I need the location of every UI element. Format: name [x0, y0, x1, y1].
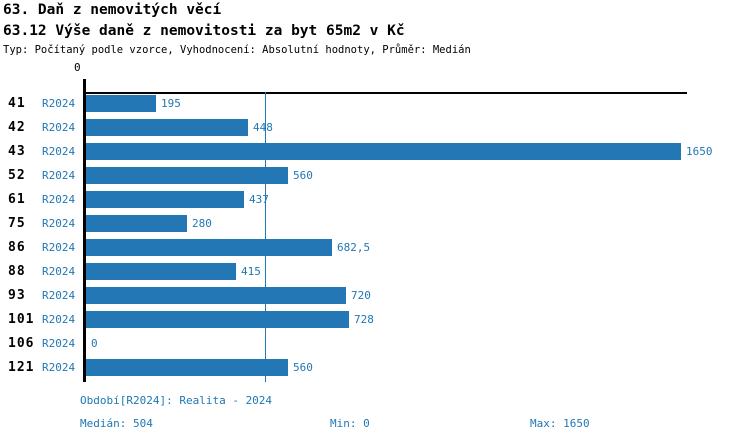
y-axis-line [83, 79, 86, 382]
chart-meta-line: Typ: Počítaný podle vzorce, Vyhodnocení:… [3, 44, 471, 56]
row-category-label: 52 [8, 168, 26, 183]
bar [86, 191, 244, 208]
chart-subtitle: 63.12 Výše daně z nemovitosti za byt 65m… [3, 23, 405, 39]
footer-min-label: Min: 0 [330, 417, 370, 430]
row-period-label: R2024 [42, 265, 76, 278]
chart-row: 93 R2024 720 [0, 284, 750, 308]
page-title: 63. Daň z nemovitých věcí [3, 2, 222, 18]
row-period-label: R2024 [42, 241, 76, 254]
bar-value-label: 560 [293, 169, 313, 182]
bar [86, 239, 332, 256]
bar-value-label: 448 [253, 121, 273, 134]
row-period-label: R2024 [42, 289, 76, 302]
x-axis-origin-tick-label: 0 [74, 61, 81, 74]
row-category-label: 75 [8, 216, 26, 231]
row-category-label: 101 [8, 312, 35, 327]
bar [86, 215, 187, 232]
median-reference-line [265, 92, 266, 382]
bar-value-label: 728 [354, 313, 374, 326]
chart-row: 121 R2024 560 [0, 356, 750, 380]
bar-value-label: 1650 [686, 145, 713, 158]
row-period-label: R2024 [42, 193, 76, 206]
row-period-label: R2024 [42, 361, 76, 374]
x-axis-line [83, 92, 687, 94]
row-period-label: R2024 [42, 313, 76, 326]
chart-row: 101 R2024 728 [0, 308, 750, 332]
chart-row: 106 R2024 0 [0, 332, 750, 356]
chart-row: 75 R2024 280 [0, 212, 750, 236]
bar [86, 359, 288, 376]
bar [86, 287, 346, 304]
row-category-label: 61 [8, 192, 26, 207]
chart-row: 43 R2024 1650 [0, 140, 750, 164]
bar [86, 119, 248, 136]
footer-max-label: Max: 1650 [530, 417, 590, 430]
bar [86, 95, 156, 112]
row-category-label: 106 [8, 336, 35, 351]
chart-row: 52 R2024 560 [0, 164, 750, 188]
row-period-label: R2024 [42, 145, 76, 158]
row-category-label: 86 [8, 240, 26, 255]
bar [86, 263, 236, 280]
row-period-label: R2024 [42, 217, 76, 230]
chart-row: 41 R2024 195 [0, 92, 750, 116]
bar-value-label: 560 [293, 361, 313, 374]
bar-value-label: 0 [91, 337, 98, 350]
bar-value-label: 720 [351, 289, 371, 302]
row-category-label: 42 [8, 120, 26, 135]
bar-value-label: 280 [192, 217, 212, 230]
footer-median-label: Medián: 504 [80, 417, 153, 430]
row-category-label: 121 [8, 360, 35, 375]
bar-value-label: 415 [241, 265, 261, 278]
chart-row: 61 R2024 437 [0, 188, 750, 212]
row-period-label: R2024 [42, 121, 76, 134]
bar-value-label: 437 [249, 193, 269, 206]
chart-row: 86 R2024 682,5 [0, 236, 750, 260]
row-period-label: R2024 [42, 169, 76, 182]
row-category-label: 43 [8, 144, 26, 159]
bar-chart-plot-area: 41 R2024 195 42 R2024 448 43 R2024 1650 52 R2024 56… [0, 92, 750, 380]
chart-row: 42 R2024 448 [0, 116, 750, 140]
row-category-label: 41 [8, 96, 26, 111]
bar [86, 311, 349, 328]
bar [86, 167, 288, 184]
row-period-label: R2024 [42, 337, 76, 350]
chart-row: 88 R2024 415 [0, 260, 750, 284]
bar-value-label: 195 [161, 97, 181, 110]
row-period-label: R2024 [42, 97, 76, 110]
bar [86, 143, 681, 160]
bar-value-label: 682,5 [337, 241, 371, 254]
row-category-label: 88 [8, 264, 26, 279]
row-category-label: 93 [8, 288, 26, 303]
footer-period-label: Období[R2024]: Realita - 2024 [80, 394, 273, 407]
